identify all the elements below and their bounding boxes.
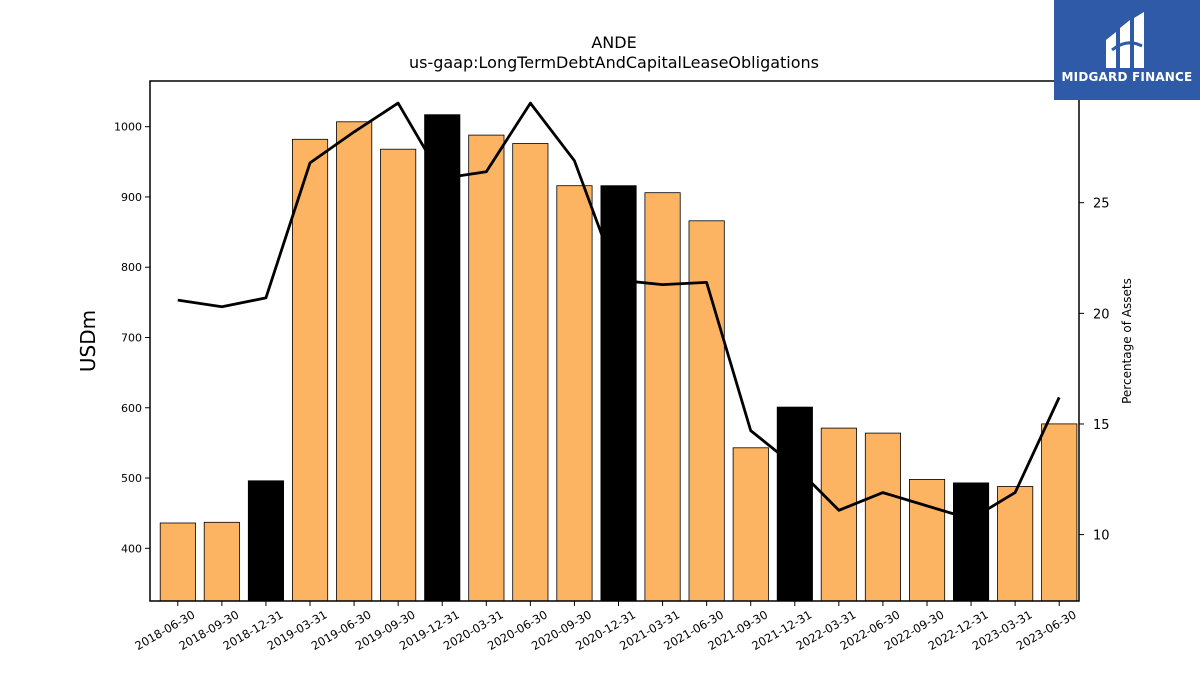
y2-tick-label: 15: [1093, 418, 1110, 433]
bar-2022-06-30: [864, 432, 901, 602]
bar-2021-12-31: [776, 406, 813, 602]
bar-2023-03-31: [997, 486, 1034, 602]
y-tick-label: 400: [121, 542, 142, 555]
midgard-logo-icon: [1106, 12, 1144, 68]
y-tick-label: 800: [121, 261, 142, 274]
y2-tick-label: 10: [1093, 529, 1110, 544]
bar-2021-06-30: [688, 220, 725, 602]
bar-2019-12-31: [424, 114, 461, 602]
bar-2022-12-31: [953, 482, 990, 602]
plot-frame: [149, 80, 1080, 602]
y2-tick-label: 20: [1093, 307, 1110, 322]
y2-tick-label: 25: [1093, 197, 1110, 212]
y-tick-label: 1000: [114, 121, 142, 134]
bar-2021-09-30: [732, 447, 769, 602]
logo-text: MIDGARD FINANCE: [1061, 70, 1193, 84]
y-tick-label: 500: [121, 472, 142, 485]
y2-axis-label: Percentage of Assets: [1120, 278, 1134, 404]
bar-2018-12-31: [247, 480, 285, 602]
bar-2019-06-30: [336, 121, 373, 602]
bar-2020-03-31: [468, 134, 505, 602]
bar-2018-06-30: [159, 522, 196, 602]
y-tick-label: 700: [121, 331, 142, 344]
midgard-finance-logo: MIDGARD FINANCE: [1054, 0, 1200, 100]
chart-subtitle: us-gaap:LongTermDebtAndCapitalLeaseOblig…: [409, 53, 819, 72]
chart-title: ANDE: [591, 33, 636, 52]
bar-2020-06-30: [512, 143, 549, 602]
bar-2020-09-30: [556, 185, 593, 602]
bar-2023-06-30: [1041, 423, 1078, 602]
bar-2022-09-30: [909, 478, 946, 602]
bar-2018-09-30: [203, 521, 240, 602]
bar-2019-03-31: [291, 138, 329, 602]
y-tick-label: 600: [121, 402, 142, 415]
bar-2020-12-31: [600, 185, 637, 602]
bar-2021-03-31: [644, 192, 681, 602]
y-axis-label: USDm: [76, 310, 100, 372]
bar-2022-03-31: [820, 427, 857, 602]
bar-2019-09-30: [380, 148, 417, 602]
y-tick-label: 900: [121, 191, 142, 204]
